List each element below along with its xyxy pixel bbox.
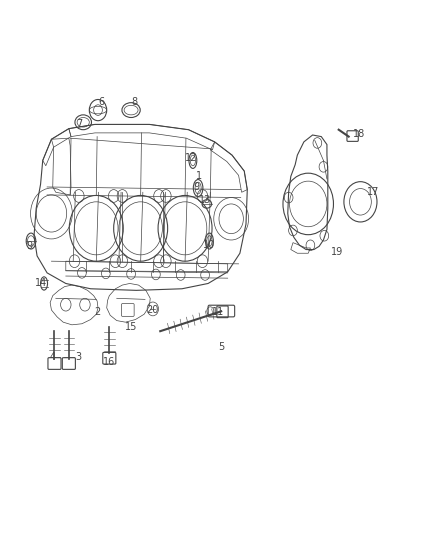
- Text: 15: 15: [125, 322, 137, 333]
- Text: 9: 9: [27, 241, 33, 252]
- Text: 14: 14: [35, 278, 48, 288]
- Text: 5: 5: [218, 342, 224, 352]
- Text: 9: 9: [193, 182, 199, 192]
- Text: 20: 20: [147, 305, 159, 315]
- Text: 13: 13: [199, 195, 211, 205]
- Text: 6: 6: [99, 97, 105, 107]
- Text: 1: 1: [196, 172, 202, 181]
- Text: 10: 10: [203, 240, 215, 251]
- Text: 4: 4: [49, 352, 56, 361]
- Text: 2: 2: [94, 306, 100, 317]
- Text: 16: 16: [103, 357, 116, 367]
- Text: 12: 12: [184, 153, 197, 163]
- Text: 19: 19: [331, 247, 343, 257]
- Text: 18: 18: [353, 129, 365, 139]
- Text: 8: 8: [131, 97, 137, 107]
- Text: 17: 17: [367, 187, 380, 197]
- Text: 7: 7: [76, 119, 82, 130]
- Text: 11: 11: [212, 306, 224, 317]
- Text: 3: 3: [76, 352, 82, 361]
